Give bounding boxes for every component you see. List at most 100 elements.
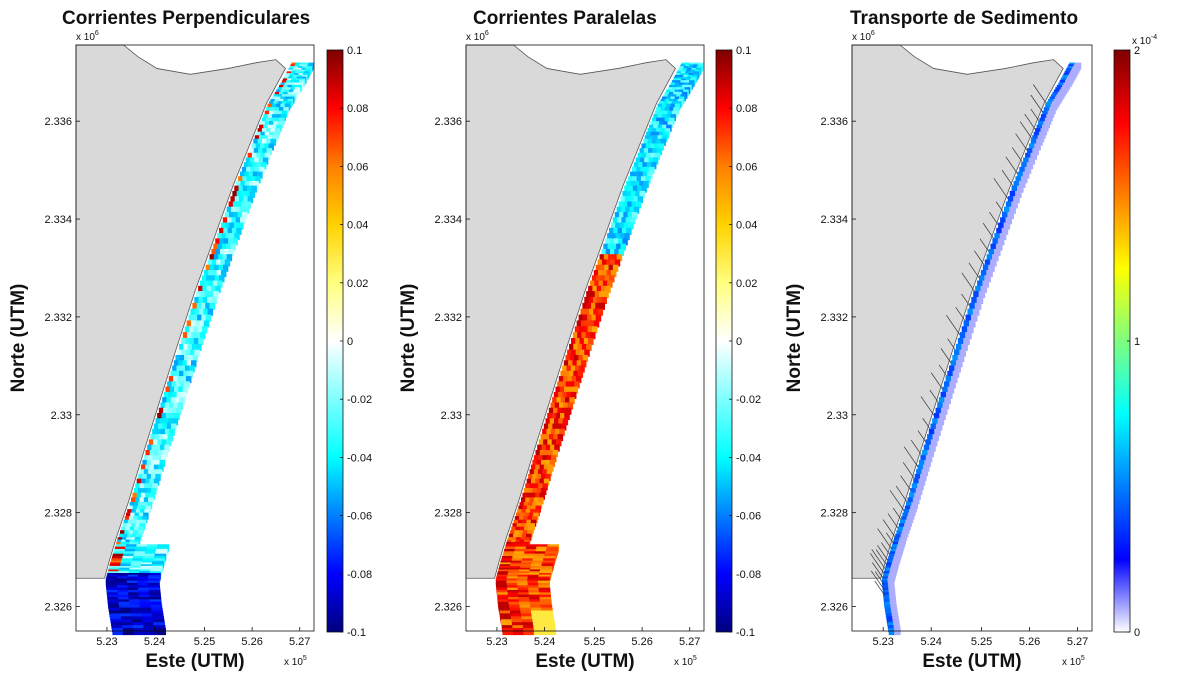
field-cell	[648, 148, 654, 156]
field-cell	[577, 332, 583, 340]
field-cell	[198, 338, 204, 346]
transport-vector	[903, 446, 919, 468]
field-cell	[530, 464, 537, 472]
field-cell	[639, 180, 645, 188]
field-cell	[591, 275, 598, 283]
field-cell	[165, 428, 171, 436]
field-cell	[149, 492, 156, 500]
field-cell	[1009, 190, 1017, 198]
field-cell	[220, 222, 227, 230]
field-cell	[549, 459, 556, 467]
field-cell	[1013, 196, 1020, 204]
field-cell	[160, 444, 166, 452]
field-cell	[183, 343, 189, 351]
x-tick-label: 5.27	[1067, 636, 1088, 648]
transport-vector	[979, 238, 990, 252]
field-cell	[233, 222, 240, 230]
field-cell	[646, 152, 652, 160]
field-cell	[637, 152, 644, 160]
field-cell	[548, 449, 554, 457]
field-cell	[175, 381, 182, 389]
field-cell	[1003, 206, 1011, 214]
field-cell	[217, 233, 223, 241]
field-cell	[643, 180, 649, 188]
field-cell	[656, 138, 662, 146]
field-cell	[601, 259, 608, 267]
transport-vector	[887, 513, 899, 529]
field-cell	[230, 206, 237, 214]
field-cell	[601, 296, 607, 305]
field-cell	[150, 488, 157, 496]
field-cell	[122, 628, 135, 636]
field-cell	[1017, 171, 1024, 179]
field-cell	[619, 233, 626, 241]
field-cell	[593, 270, 600, 278]
field-cell	[554, 418, 560, 426]
transport-vector	[961, 272, 975, 292]
field-cell	[242, 176, 248, 184]
field-cell	[253, 148, 260, 156]
field-cell	[195, 320, 201, 328]
field-cell	[925, 439, 933, 447]
field-cell	[634, 180, 641, 188]
transport-vector	[875, 549, 888, 566]
transport-vector	[910, 439, 922, 456]
field-cell	[258, 148, 264, 156]
field-cell	[169, 428, 175, 436]
field-cell	[629, 217, 636, 225]
field-cell	[627, 212, 634, 220]
x-tick-label: 5.24	[534, 636, 555, 648]
y-tick-label: 2.326	[44, 601, 72, 613]
field-cell	[243, 162, 250, 170]
field-cell	[222, 264, 229, 272]
field-cell	[247, 196, 254, 204]
field-cell	[643, 148, 650, 156]
transport-vector	[930, 372, 943, 390]
field-cell	[599, 302, 606, 310]
y-tick-label: 2.332	[820, 312, 848, 324]
field-cell	[175, 397, 181, 405]
field-cell	[905, 519, 912, 527]
field-cell	[639, 148, 645, 156]
field-cell	[595, 314, 602, 322]
field-cell	[201, 314, 207, 322]
field-cell	[529, 497, 536, 505]
field-cell	[207, 296, 213, 305]
x-tick-label: 5.26	[241, 636, 262, 648]
field-cell	[621, 227, 628, 235]
field-cell	[1036, 138, 1043, 146]
transport-vector	[929, 389, 939, 403]
field-cell	[201, 326, 208, 334]
field-cell	[215, 248, 222, 256]
field-cell	[606, 270, 613, 278]
field-cell	[910, 488, 917, 496]
field-cell	[638, 171, 645, 179]
field-cell	[260, 152, 266, 160]
field-cell	[944, 397, 951, 405]
field-cell	[932, 418, 939, 426]
field-cell	[629, 171, 636, 179]
field-cell	[187, 343, 194, 351]
field-cell	[188, 314, 195, 322]
field-cell	[230, 243, 236, 251]
field-cell	[238, 222, 244, 230]
field-cell	[585, 332, 592, 340]
x-tick-label: 5.26	[631, 636, 652, 648]
field-cell	[148, 455, 154, 463]
field-cell	[197, 314, 203, 322]
field-cell	[208, 280, 215, 288]
field-cell	[982, 280, 990, 288]
field-cell	[183, 370, 189, 378]
field-cell	[154, 449, 160, 457]
field-cell	[641, 152, 648, 160]
field-cell	[540, 473, 547, 481]
field-cell	[631, 201, 637, 209]
field-cell	[194, 308, 201, 316]
field-cell	[561, 407, 568, 415]
field-cell	[1021, 162, 1028, 170]
field-cell	[1015, 190, 1022, 198]
field-cell	[198, 296, 205, 305]
field-cell	[615, 222, 621, 230]
